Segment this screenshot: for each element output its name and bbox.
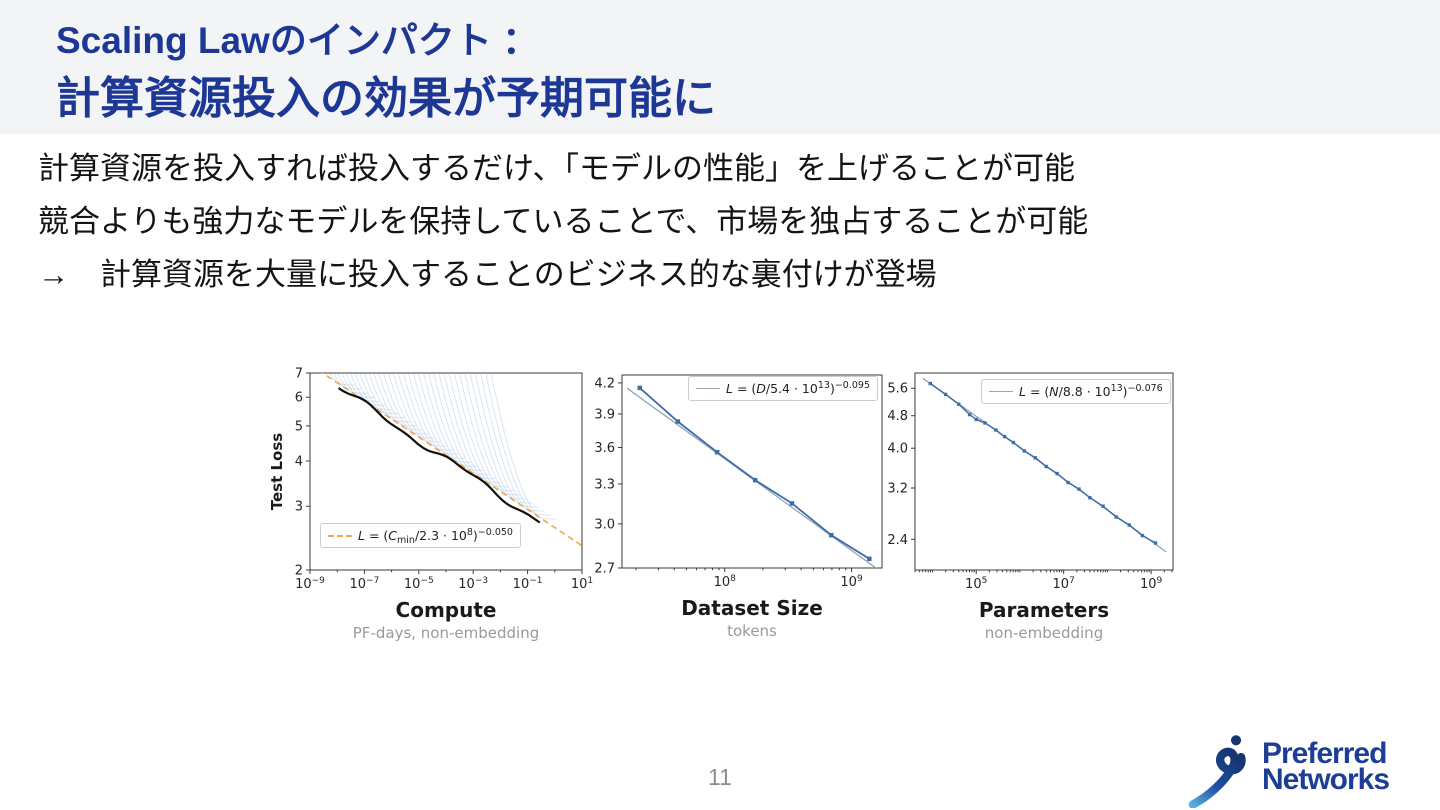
logo-line-networks: Networks [1262, 763, 1390, 796]
svg-text:109: 109 [840, 574, 863, 590]
svg-text:105: 105 [965, 576, 987, 592]
svg-text:Parameters: Parameters [979, 598, 1109, 622]
svg-text:109: 109 [1140, 576, 1163, 592]
svg-text:Dataset Size: Dataset Size [681, 596, 823, 620]
title-line-2: 計算資源投入の効果が予期可能に [56, 74, 716, 123]
svg-text:5: 5 [295, 419, 303, 434]
legend-dataset: L = (D/5.4 · 1013)−0.095 [688, 376, 878, 401]
svg-text:101: 101 [571, 576, 593, 592]
svg-text:2: 2 [295, 564, 303, 579]
legend-line-sample [328, 534, 352, 537]
svg-text:7: 7 [295, 367, 303, 382]
svg-text:108: 108 [714, 574, 737, 590]
svg-text:2.7: 2.7 [594, 562, 615, 577]
svg-text:Test Loss: Test Loss [268, 433, 286, 511]
title-line-1: Scaling Lawのインパクト ： [56, 20, 540, 61]
pfn-logo-icon [1188, 735, 1246, 808]
svg-text:2.4: 2.4 [887, 533, 908, 548]
chart-dataset-size: 108 109 4.2 3.9 3.6 3.3 3.0 2.7 Dataset Size toke… [588, 350, 888, 650]
logo-line-preferred: Preferred [1262, 737, 1387, 770]
svg-text:3.0: 3.0 [594, 517, 615, 532]
svg-text:3.9: 3.9 [594, 407, 615, 422]
body-line: → 計算資源を大量に投入することのビジネス的な裏付けが登場 [38, 257, 937, 292]
legend-line-sample [696, 388, 720, 389]
svg-text:3.2: 3.2 [887, 481, 908, 496]
svg-text:4.0: 4.0 [887, 442, 908, 457]
chart-compute: 10−9 10−7 10−5 10−3 10−1 101 7 6 5 4 3 2 Test Loss Co… [268, 350, 603, 650]
svg-text:4.2: 4.2 [594, 376, 615, 391]
svg-text:Compute: Compute [396, 598, 497, 622]
svg-text:4.8: 4.8 [887, 409, 908, 424]
svg-text:10−7: 10−7 [349, 576, 379, 592]
page-number: 11 [708, 764, 732, 790]
svg-text:3: 3 [295, 500, 303, 515]
svg-text:6: 6 [295, 391, 303, 406]
svg-text:3.6: 3.6 [594, 441, 615, 456]
pfn-logo: Preferred Networks [1182, 728, 1430, 808]
chart-parameters: 105 107 109 5.6 4.8 4.0 3.2 2.4 Parameters non-em… [886, 350, 1186, 650]
svg-text:5.6: 5.6 [887, 382, 908, 397]
legend-line-sample [989, 391, 1013, 392]
svg-text:non-embedding: non-embedding [985, 624, 1103, 642]
svg-text:4: 4 [295, 455, 303, 470]
svg-text:10−1: 10−1 [513, 576, 543, 592]
svg-text:tokens: tokens [727, 622, 777, 640]
svg-text:PF-days, non-embedding: PF-days, non-embedding [353, 624, 539, 642]
body-line: 競合よりも強力なモデルを保持していることで、市場を独占することが可能 [38, 204, 1089, 239]
legend-parameters: L = (N/8.8 · 1013)−0.076 [981, 379, 1171, 404]
legend-compute: L = (Cmin/2.3 · 108)−0.050 [320, 523, 521, 548]
body-text: 計算資源を投入すれば投入するだけ、「モデルの性能」を上げることが可能 競合よりも… [38, 142, 1088, 301]
pfn-logo-text: Preferred Networks [1262, 737, 1390, 796]
header-band [0, 0, 1440, 134]
svg-text:10−3: 10−3 [458, 576, 488, 592]
svg-text:10−5: 10−5 [404, 576, 434, 592]
svg-text:10−9: 10−9 [295, 576, 325, 592]
svg-text:107: 107 [1053, 576, 1075, 592]
svg-text:3.3: 3.3 [594, 477, 615, 492]
body-line: 計算資源を投入すれば投入するだけ、「モデルの性能」を上げることが可能 [38, 151, 1075, 186]
